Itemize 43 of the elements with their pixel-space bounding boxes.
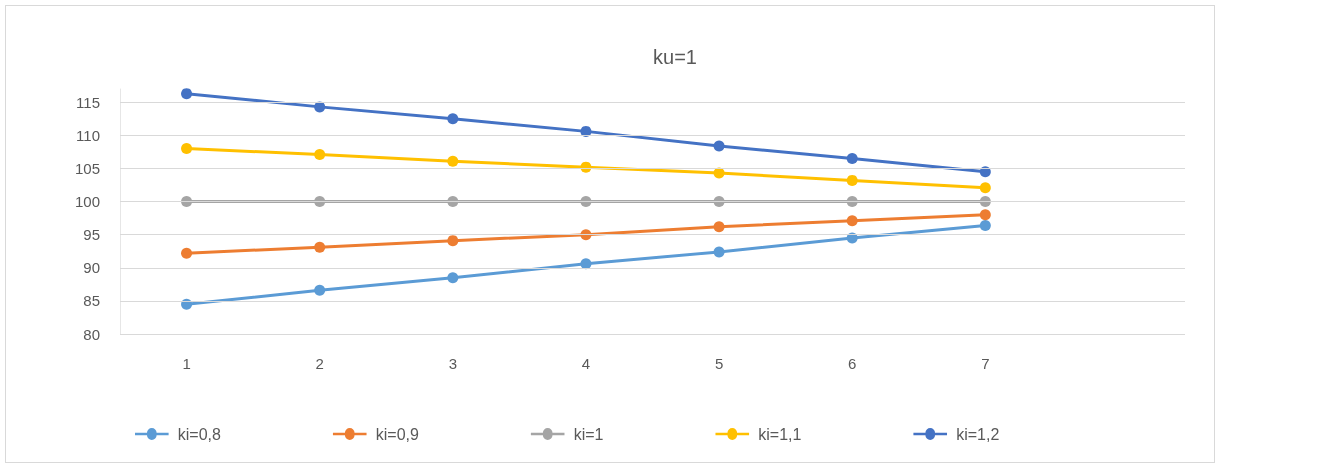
- point: [846, 153, 858, 165]
- x-tick-label: 7: [981, 355, 990, 372]
- point: [713, 246, 725, 258]
- legend-label: ki=0,9: [375, 425, 419, 443]
- point: [713, 221, 725, 233]
- y-tick-label: 110: [76, 126, 100, 144]
- point: [447, 272, 459, 284]
- point: [447, 235, 459, 247]
- point: [314, 284, 326, 296]
- x-tick-label: 1: [182, 355, 191, 372]
- y-tick-label: 95: [83, 226, 100, 244]
- y-tick-label: 80: [83, 325, 100, 343]
- legend-label: ki=1,2: [956, 425, 1000, 443]
- x-tick-label: 6: [848, 355, 857, 372]
- point: [846, 174, 858, 186]
- legend-label: ki=1,1: [758, 425, 802, 443]
- point: [979, 219, 991, 231]
- point: [181, 247, 193, 259]
- y-tick-label: 100: [74, 193, 100, 211]
- point: [314, 241, 326, 253]
- y-tick-label: 115: [76, 93, 100, 111]
- y-tick-label: 105: [74, 159, 100, 177]
- point: [181, 143, 193, 155]
- point: [846, 215, 858, 227]
- point: [314, 101, 326, 113]
- point: [181, 88, 193, 100]
- point: [979, 182, 991, 194]
- point: [447, 155, 459, 167]
- point: [447, 113, 459, 125]
- y-tick-label: 90: [83, 259, 100, 277]
- y-tick-label: 85: [83, 292, 100, 310]
- chart-title: ku=1: [653, 46, 697, 68]
- x-tick-label: 2: [315, 355, 324, 372]
- point: [979, 209, 991, 221]
- x-tick-label: 4: [581, 355, 591, 372]
- point: [580, 125, 592, 137]
- point: [314, 149, 326, 161]
- point: [580, 258, 592, 270]
- legend-label: ki=0,8: [177, 425, 222, 443]
- x-tick-label: 3: [448, 355, 457, 372]
- x-tick-label: 5: [714, 355, 724, 372]
- legend-label: ki=1: [573, 425, 604, 443]
- point: [713, 140, 725, 152]
